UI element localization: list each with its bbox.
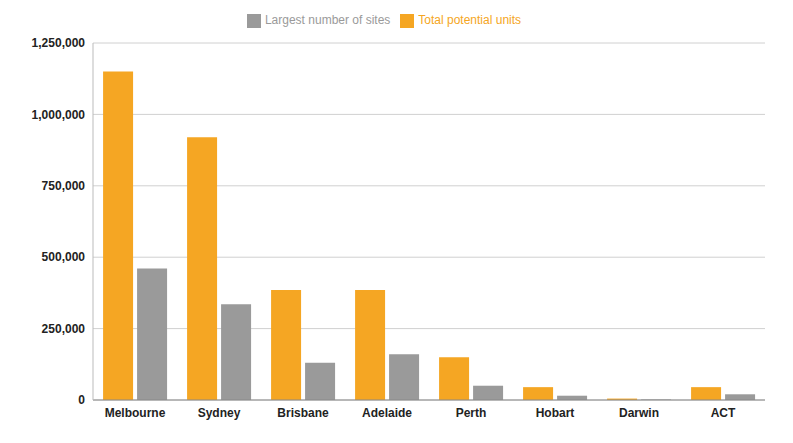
svg-text:Brisbane: Brisbane xyxy=(277,406,329,420)
svg-text:Darwin: Darwin xyxy=(619,406,659,420)
svg-text:Adelaide: Adelaide xyxy=(362,406,412,420)
svg-text:Perth: Perth xyxy=(456,406,487,420)
svg-text:0: 0 xyxy=(78,393,85,407)
svg-text:250,000: 250,000 xyxy=(42,322,86,336)
svg-text:750,000: 750,000 xyxy=(42,179,86,193)
svg-text:1,000,000: 1,000,000 xyxy=(32,108,86,122)
html-text:Total potential units: Total potential units xyxy=(418,13,522,27)
svg-text:500,000: 500,000 xyxy=(42,250,86,264)
html-text:Largest number of sites: Largest number of sites xyxy=(264,13,391,27)
svg-text:ACT: ACT xyxy=(711,406,736,420)
svg-text:1,250,000: 1,250,000 xyxy=(32,36,86,50)
svg-text:Hobart: Hobart xyxy=(536,406,575,420)
svg-text:Sydney: Sydney xyxy=(198,406,241,420)
svg-text:Melbourne: Melbourne xyxy=(105,406,166,420)
